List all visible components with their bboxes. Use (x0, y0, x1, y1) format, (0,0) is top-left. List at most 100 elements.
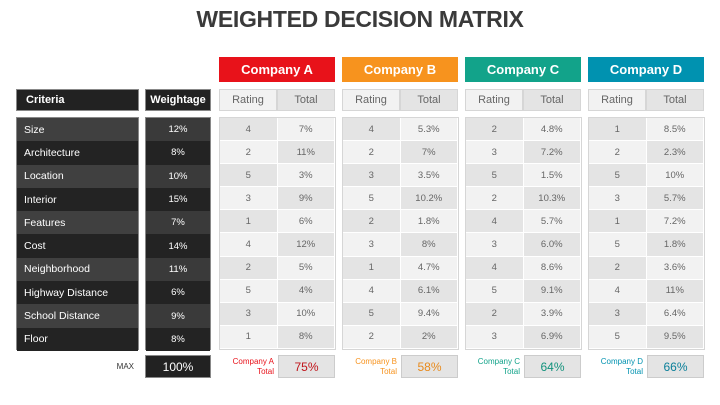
total-cell: 2% (400, 325, 458, 349)
criteria-row: Architecture (17, 141, 138, 165)
criteria-row: Location (17, 164, 138, 188)
weightage-cell: 8% (146, 327, 210, 351)
table-row: 1 8% (220, 325, 335, 349)
table-row: 2 4.8% (466, 118, 581, 142)
rating-cell: 1 (589, 210, 647, 234)
total-cell: 7.2% (523, 141, 581, 165)
table-row: 2 5% (220, 256, 335, 280)
table-row: 5 1.8% (589, 233, 704, 257)
table-row: 3 5.7% (589, 187, 704, 211)
table-row: 3 9% (220, 187, 335, 211)
total-cell: 3.5% (400, 164, 458, 188)
weightage-cell: 6% (146, 281, 210, 305)
table-row: 1 6% (220, 210, 335, 234)
company-total-value: 66% (647, 355, 704, 378)
weightage-cell: 9% (146, 304, 210, 328)
total-cell: 9% (277, 187, 335, 211)
total-cell: 11% (646, 279, 704, 303)
criteria-row: Interior (17, 187, 138, 212)
rating-header: Rating (219, 89, 277, 111)
rating-cell: 4 (343, 279, 401, 303)
rating-cell: 1 (343, 256, 401, 280)
rating-cell: 4 (220, 233, 278, 257)
criteria-row: Features (17, 211, 138, 235)
criteria-row: Size (17, 118, 138, 142)
total-cell: 6.4% (646, 302, 704, 326)
rating-header: Rating (342, 89, 400, 111)
max-label: MAX (116, 362, 134, 371)
table-row: 4 7% (220, 118, 335, 142)
total-cell: 10% (646, 164, 704, 188)
total-cell: 6% (277, 210, 335, 234)
table-row: 3 6.0% (466, 233, 581, 257)
table-row: 4 12% (220, 233, 335, 257)
company-total-value: 58% (401, 355, 458, 378)
total-cell: 10.2% (400, 187, 458, 211)
table-row: 5 9.5% (589, 325, 704, 349)
table-row: 4 6.1% (343, 279, 458, 303)
weightage-cell: 15% (146, 187, 210, 212)
total-cell: 7.2% (646, 210, 704, 234)
total-header: Total (523, 89, 581, 111)
rating-cell: 4 (589, 279, 647, 303)
rating-cell: 3 (589, 302, 647, 326)
rating-cell: 1 (220, 325, 278, 349)
rating-cell: 2 (220, 141, 278, 165)
table-row: 4 5.3% (343, 118, 458, 142)
table-row: 5 1.5% (466, 164, 581, 188)
total-cell: 1.8% (400, 210, 458, 234)
company-table: 4 7% 2 11% 5 3% 3 9% 1 6% 4 12% 2 5% 5 4% 3 10% 1 8% (219, 117, 336, 350)
rating-cell: 2 (589, 141, 647, 165)
company-total-value: 75% (278, 355, 335, 378)
table-row: 2 10.3% (466, 187, 581, 211)
rating-cell: 4 (220, 118, 278, 142)
weightage-cell: 7% (146, 211, 210, 235)
total-cell: 8% (277, 325, 335, 349)
rating-cell: 5 (466, 279, 524, 303)
rating-cell: 2 (466, 302, 524, 326)
total-cell: 10% (277, 302, 335, 326)
page-title: WEIGHTED DECISION MATRIX (196, 6, 524, 32)
total-cell: 3.6% (646, 256, 704, 280)
total-cell: 10.3% (523, 187, 581, 211)
rating-cell: 3 (466, 325, 524, 349)
total-header: Total (400, 89, 458, 111)
total-cell: 6.1% (400, 279, 458, 303)
table-row: 3 6.9% (466, 325, 581, 349)
total-cell: 5.7% (646, 187, 704, 211)
total-header: Total (277, 89, 335, 111)
criteria-header: Criteria (16, 89, 139, 111)
rating-cell: 5 (220, 164, 278, 188)
rating-cell: 3 (220, 187, 278, 211)
criteria-row: Neighborhood (17, 257, 138, 282)
table-row: 2 3.6% (589, 256, 704, 280)
company-table: 4 5.3% 2 7% 3 3.5% 5 10.2% 2 1.8% 3 8% 1 4.7% 4 6.1% 5 9.… (342, 117, 459, 350)
total-cell: 4.8% (523, 118, 581, 142)
table-row: 3 10% (220, 302, 335, 326)
criteria-row: School Distance (17, 304, 138, 328)
rating-cell: 3 (343, 233, 401, 257)
table-row: 5 4% (220, 279, 335, 303)
total-cell: 7% (277, 118, 335, 142)
rating-cell: 4 (343, 118, 401, 142)
table-row: 5 10% (589, 164, 704, 188)
rating-cell: 2 (343, 325, 401, 349)
rating-cell: 3 (466, 141, 524, 165)
company-total-label: Company C Total (477, 357, 520, 376)
company-header: Company C (465, 57, 581, 82)
rating-cell: 1 (220, 210, 278, 234)
total-cell: 5.3% (400, 118, 458, 142)
max-value: 100% (145, 355, 211, 378)
rating-header: Rating (588, 89, 646, 111)
criteria-column: Size Architecture Location Interior Features… (16, 117, 139, 351)
table-row: 4 5.7% (466, 210, 581, 234)
rating-cell: 2 (466, 187, 524, 211)
criteria-row: Highway Distance (17, 281, 138, 305)
table-row: 1 4.7% (343, 256, 458, 280)
table-row: 4 8.6% (466, 256, 581, 280)
rating-cell: 2 (343, 210, 401, 234)
table-row: 2 1.8% (343, 210, 458, 234)
company-total-label: Company D Total (600, 357, 643, 376)
rating-cell: 4 (466, 210, 524, 234)
rating-cell: 2 (343, 141, 401, 165)
